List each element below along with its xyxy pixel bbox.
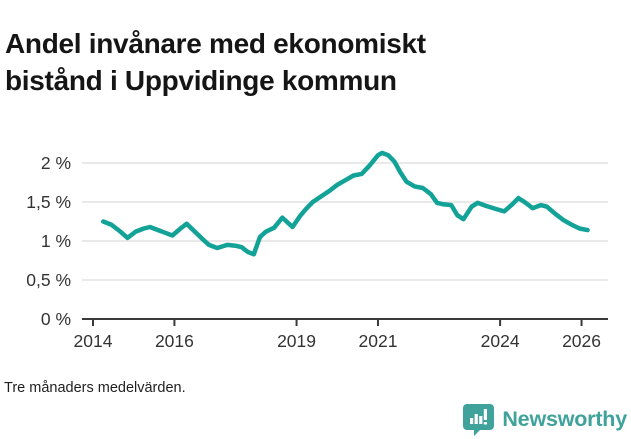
newsworthy-brand-link[interactable]: Newsworthy <box>463 402 627 436</box>
chart-title-line2: bistånd i Uppvidinge kommun <box>5 64 397 96</box>
chart-title: Andel invånare med ekonomiskt bistånd i … <box>5 25 605 99</box>
y-tick-label: 1 % <box>41 231 71 251</box>
x-tick-label: 2024 <box>481 331 520 351</box>
x-tick-label: 2014 <box>74 331 113 351</box>
y-tick-label: 0,5 % <box>26 270 71 290</box>
x-tick-label: 2026 <box>562 331 601 351</box>
x-tick-label: 2021 <box>359 331 398 351</box>
x-tick-label: 2019 <box>277 331 316 351</box>
chart-footnote: Tre månaders medelvärden. <box>4 380 186 396</box>
chart-title-line1: Andel invånare med ekonomiskt <box>5 27 426 59</box>
y-tick-label: 0 % <box>41 309 71 329</box>
y-tick-label: 2 % <box>41 153 71 173</box>
brand-name: Newsworthy <box>502 406 627 431</box>
y-tick-label: 1,5 % <box>26 192 71 212</box>
bar-chart-badge-icon <box>463 404 495 436</box>
x-tick-label: 2016 <box>155 331 194 351</box>
data-line <box>100 150 590 257</box>
